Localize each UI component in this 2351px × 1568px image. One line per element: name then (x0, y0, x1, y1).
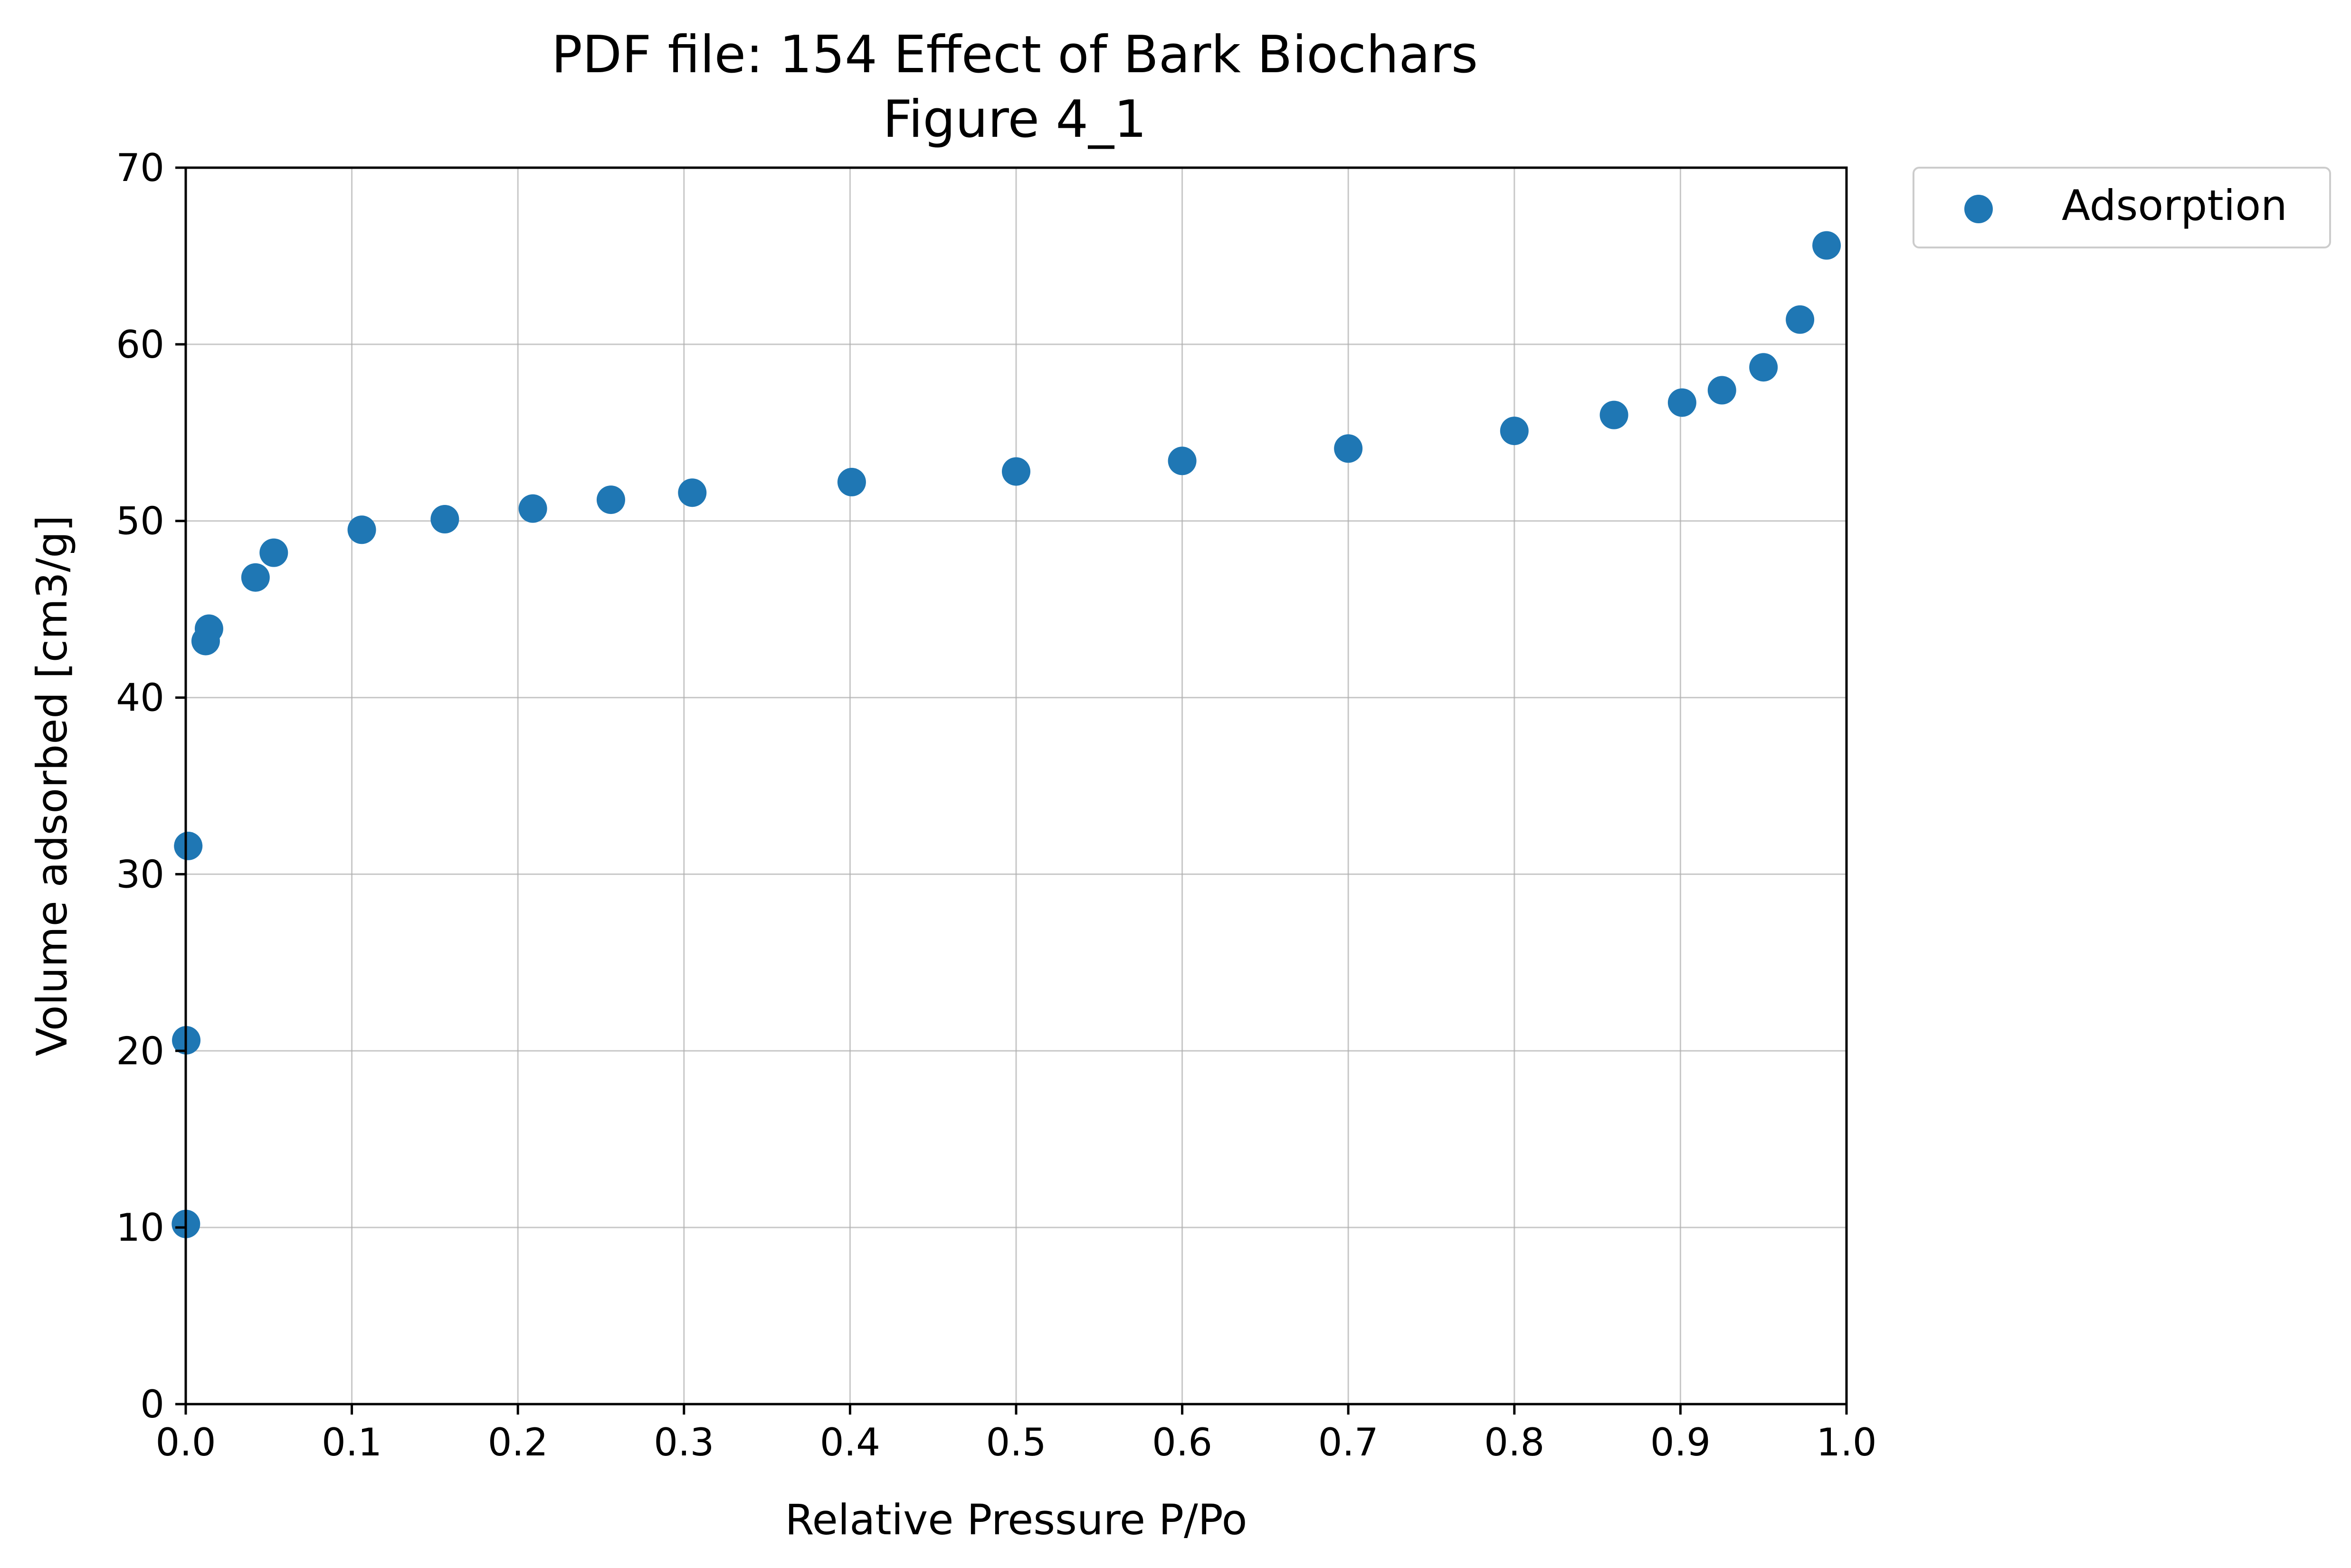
y-tick-label: 70 (116, 146, 164, 190)
x-tick-label: 0.0 (155, 1420, 216, 1464)
y-tick-label: 30 (116, 852, 164, 896)
x-tick-label: 0.9 (1650, 1420, 1711, 1464)
data-point (1599, 400, 1628, 429)
data-point (1667, 388, 1696, 417)
legend-label-adsorption: Adsorption (2062, 181, 2287, 230)
data-point (678, 478, 707, 507)
data-point (596, 485, 625, 514)
data-point (194, 614, 223, 643)
data-point (241, 563, 270, 592)
y-tick-label: 20 (116, 1029, 164, 1073)
y-tick-label: 10 (116, 1206, 164, 1250)
chart-title: PDF file: 154 Effect of Bark Biochars (552, 25, 1478, 85)
y-tick-label: 40 (116, 676, 164, 720)
x-tick-label: 0.8 (1484, 1420, 1544, 1464)
x-tick-label: 1.0 (1816, 1420, 1876, 1464)
y-tick-label: 0 (140, 1382, 164, 1426)
data-point (1749, 353, 1778, 382)
grid-lines (185, 167, 1847, 1405)
data-point (1707, 376, 1736, 405)
x-ticks: 0.0 0.1 0.2 0.3 0.4 0.5 0.6 0.7 0.8 0.9 1.0 (155, 1404, 1877, 1464)
data-point (1812, 231, 1841, 260)
x-tick-label: 0.2 (488, 1420, 548, 1464)
y-ticks: 0 10 20 30 40 50 60 70 (116, 146, 186, 1426)
legend-marker-adsorption (1964, 195, 1993, 223)
data-point (259, 538, 288, 567)
data-point (1334, 434, 1363, 463)
chart-subtitle: Figure 4_1 (883, 90, 1147, 149)
x-tick-label: 0.1 (322, 1420, 382, 1464)
data-point (347, 515, 376, 544)
data-point (1786, 305, 1815, 334)
x-tick-label: 0.5 (986, 1420, 1046, 1464)
data-point (518, 494, 547, 523)
data-point (1500, 417, 1529, 446)
data-points (171, 231, 1841, 1238)
data-point (1168, 447, 1197, 475)
legend-box (1913, 167, 2331, 248)
legend: Adsorption (1913, 167, 2331, 248)
x-tick-label: 0.3 (654, 1420, 714, 1464)
x-tick-label: 0.4 (820, 1420, 880, 1464)
data-point (1002, 457, 1030, 486)
y-tick-label: 60 (116, 323, 164, 367)
x-tick-label: 0.6 (1152, 1420, 1212, 1464)
x-tick-label: 0.7 (1318, 1420, 1379, 1464)
x-axis-label: Relative Pressure P/Po (785, 1495, 1247, 1544)
data-point (837, 467, 866, 496)
data-point (174, 831, 203, 860)
data-point (430, 504, 459, 533)
y-tick-label: 50 (116, 499, 164, 543)
y-axis-label: Volume adsorbed [cm3/g] (28, 515, 76, 1056)
